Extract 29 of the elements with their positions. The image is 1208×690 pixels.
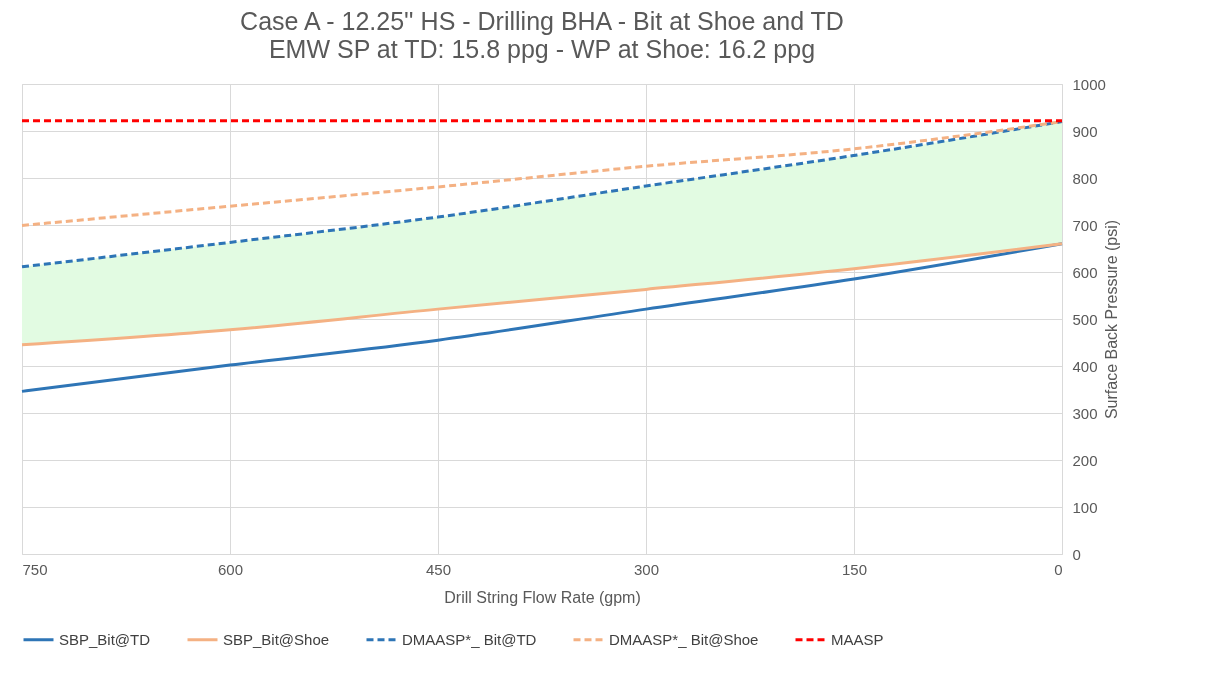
x-tick-label: 750 — [22, 560, 48, 578]
y-tick-label: 400 — [1072, 357, 1098, 375]
x-tick-label: 0 — [1054, 560, 1063, 578]
y-tick-label: 0 — [1072, 545, 1081, 563]
y-tick-label: 300 — [1072, 404, 1098, 422]
y-tick-label: 700 — [1072, 216, 1098, 234]
chart-subtitle: EMW SP at TD: 15.8 ppg - WP at Shoe: 16.2 ppg — [268, 35, 816, 63]
legend-label: SBP_Bit@Shoe — [223, 630, 330, 648]
y-tick-label: 800 — [1072, 169, 1098, 187]
line-series — [20, 242, 1064, 347]
chart-title: Case A - 12.25'' HS - Drilling BHA - Bit at Shoe and TD — [240, 7, 844, 35]
legend-label: DMAASP*_ Bit@TD — [402, 630, 537, 648]
x-tick-label: 300 — [633, 560, 660, 578]
y-tick-label: 1000 — [1072, 75, 1106, 93]
x-tick-label: 150 — [841, 560, 868, 578]
y-tick-label: 900 — [1072, 122, 1098, 140]
legend-label: SBP_Bit@TD — [59, 630, 151, 648]
x-tick-label: 600 — [217, 560, 244, 578]
x-tick-label: 450 — [425, 560, 452, 578]
y-tick-label: 100 — [1072, 498, 1098, 516]
x-axis-title: Drill String Flow Rate (gpm) — [444, 588, 641, 606]
legend-label: MAASP — [831, 630, 884, 648]
y-tick-label: 500 — [1072, 310, 1098, 328]
y-axis-title: Surface Back Pressure (psi) — [1102, 219, 1120, 420]
y-tick-label: 200 — [1072, 451, 1098, 469]
y-tick-label: 600 — [1072, 263, 1098, 281]
line-series — [20, 242, 1064, 393]
line-series — [20, 120, 1064, 269]
legend-label: DMAASP*_ Bit@Shoe — [609, 630, 759, 648]
